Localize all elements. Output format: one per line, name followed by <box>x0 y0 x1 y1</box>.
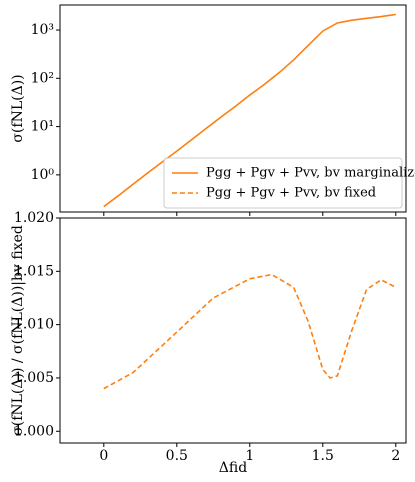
x-tick-label: 1.5 <box>312 448 334 464</box>
legend-box <box>163 157 403 209</box>
axes-frame <box>59 4 407 213</box>
y-tick-label: 10¹ <box>31 119 54 135</box>
series-line <box>103 273 397 390</box>
x-tick-label: 0.5 <box>166 448 188 464</box>
x-tick-label: 0 <box>99 448 108 464</box>
legend-label: Pgg + Pgv + Pvv, bv marginalized <box>206 166 415 181</box>
y-tick-label: 1.010 <box>14 317 54 333</box>
y-tick-label: 1.015 <box>14 263 54 279</box>
y-tick-label: 10⁰ <box>31 167 55 183</box>
y-tick-label: 1.005 <box>14 370 54 386</box>
y-tick-label: 10³ <box>31 22 54 38</box>
y-axis-label: σ(fNL(Δ)) / σ(fNL(Δ))|bv fixed <box>10 225 26 436</box>
series-line <box>103 13 396 208</box>
legend-label: Pgg + Pgv + Pvv, bv fixed <box>206 186 376 201</box>
x-tick-label: 1 <box>245 448 254 464</box>
x-axis-label: Δfid <box>219 460 247 476</box>
x-tick-label: 2 <box>391 448 400 464</box>
y-tick-label: 1.000 <box>14 423 54 439</box>
y-tick-label: 1.020 <box>14 210 54 226</box>
y-axis-label: σ(fNL(Δ)) <box>10 74 26 142</box>
y-tick-label: 10² <box>31 70 54 86</box>
axes-frame <box>59 217 407 444</box>
